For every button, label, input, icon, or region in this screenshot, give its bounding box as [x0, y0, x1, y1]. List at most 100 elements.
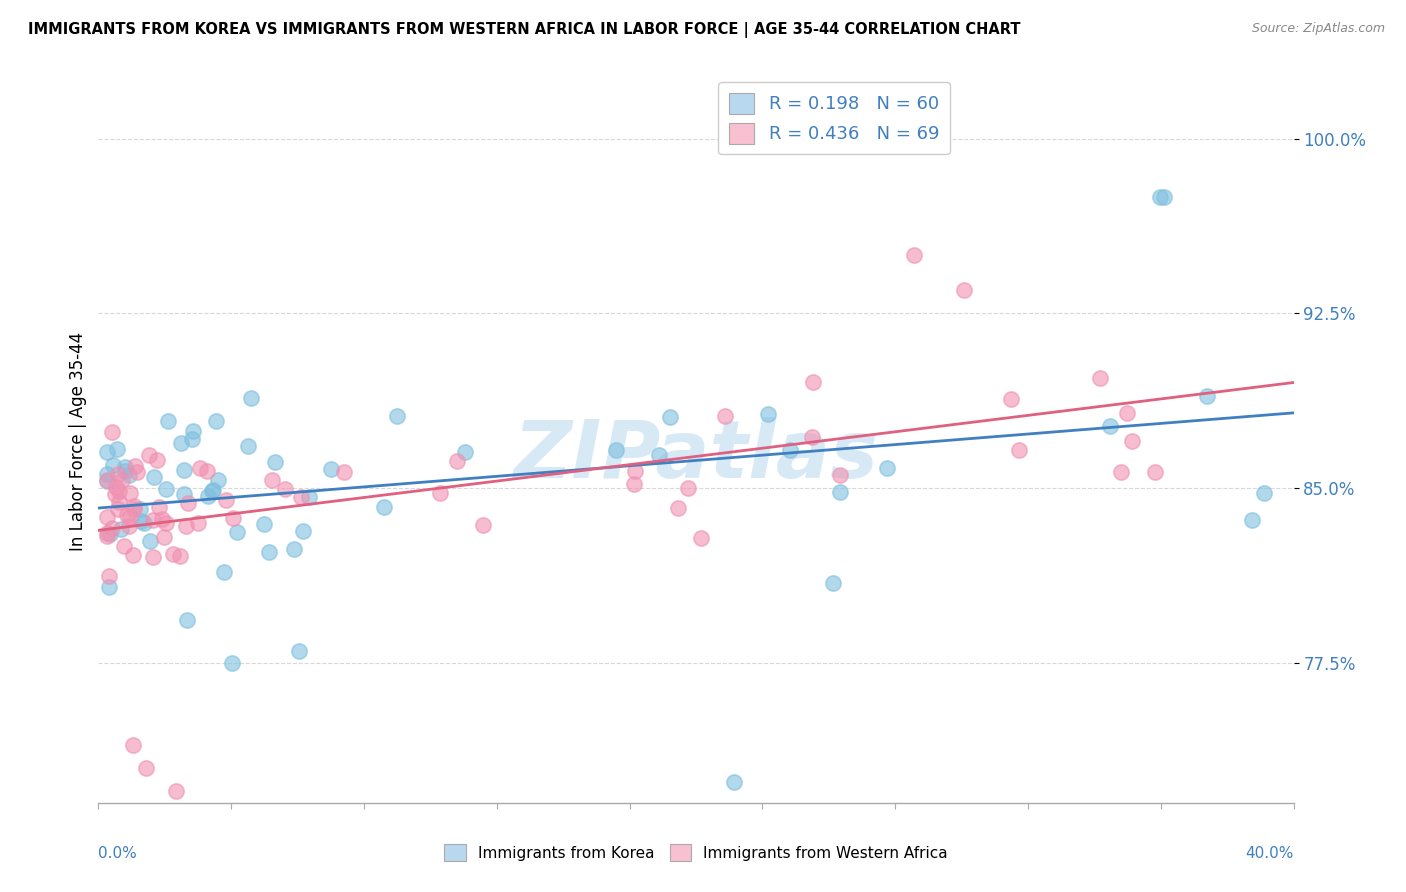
Point: [1253, 486, 1275, 500]
Point: [333, 465, 356, 479]
Point: [1121, 434, 1143, 448]
Point: [105, 480, 128, 494]
Point: [1143, 465, 1166, 479]
Point: [238, 439, 260, 453]
Point: [96, 529, 118, 543]
Point: [1000, 392, 1022, 406]
Point: [176, 614, 198, 628]
Point: [201, 484, 224, 499]
Point: [252, 516, 274, 531]
Point: [170, 435, 193, 450]
Point: [290, 490, 312, 504]
Point: [212, 566, 235, 580]
Point: [148, 500, 170, 515]
Point: [169, 549, 191, 564]
Point: [623, 464, 645, 478]
Point: [107, 502, 129, 516]
Point: [623, 477, 645, 491]
Point: [122, 500, 145, 514]
Point: [155, 516, 177, 530]
Point: [114, 464, 136, 478]
Point: [135, 761, 157, 775]
Point: [162, 547, 184, 561]
Point: [205, 413, 228, 427]
Point: [104, 487, 127, 501]
Point: [828, 468, 851, 483]
Point: [174, 518, 197, 533]
Point: [1099, 418, 1122, 433]
Text: 0.0%: 0.0%: [98, 847, 138, 861]
Point: [124, 458, 146, 473]
Text: 40.0%: 40.0%: [1246, 847, 1294, 861]
Point: [287, 644, 309, 658]
Text: ZIPatlas: ZIPatlas: [513, 417, 879, 495]
Point: [112, 540, 135, 554]
Legend: Immigrants from Korea, Immigrants from Western Africa: Immigrants from Korea, Immigrants from W…: [439, 838, 953, 867]
Point: [756, 407, 779, 421]
Point: [202, 483, 225, 498]
Point: [110, 523, 132, 537]
Point: [107, 467, 129, 482]
Point: [96, 474, 118, 488]
Point: [225, 524, 247, 539]
Point: [222, 511, 245, 525]
Point: [188, 461, 211, 475]
Point: [98, 527, 121, 541]
Point: [100, 521, 122, 535]
Point: [723, 774, 745, 789]
Text: IMMIGRANTS FROM KOREA VS IMMIGRANTS FROM WESTERN AFRICA IN LABOR FORCE | AGE 35-: IMMIGRANTS FROM KOREA VS IMMIGRANTS FROM…: [28, 22, 1021, 38]
Point: [903, 248, 925, 262]
Point: [429, 486, 451, 500]
Point: [779, 442, 801, 457]
Point: [121, 548, 143, 562]
Point: [291, 524, 314, 538]
Point: [105, 442, 128, 456]
Point: [96, 526, 118, 541]
Point: [173, 487, 195, 501]
Point: [150, 512, 173, 526]
Point: [273, 483, 295, 497]
Point: [648, 449, 671, 463]
Point: [139, 534, 162, 549]
Point: [181, 424, 204, 438]
Point: [120, 510, 142, 524]
Point: [118, 467, 141, 482]
Point: [155, 482, 177, 496]
Point: [658, 409, 681, 424]
Point: [1153, 190, 1175, 204]
Point: [177, 496, 200, 510]
Text: Source: ZipAtlas.com: Source: ZipAtlas.com: [1251, 22, 1385, 36]
Point: [207, 473, 229, 487]
Point: [1090, 371, 1112, 385]
Point: [828, 485, 851, 500]
Point: [96, 467, 118, 481]
Point: [134, 516, 156, 530]
Point: [114, 460, 136, 475]
Point: [953, 283, 976, 297]
Point: [100, 425, 122, 439]
Point: [298, 491, 321, 505]
Point: [257, 545, 280, 559]
Point: [283, 541, 305, 556]
Point: [454, 445, 477, 459]
Point: [142, 549, 165, 564]
Point: [96, 444, 118, 458]
Point: [195, 464, 218, 478]
Point: [666, 500, 689, 515]
Point: [800, 430, 823, 444]
Point: [111, 473, 134, 487]
Point: [1149, 190, 1171, 204]
Point: [690, 532, 713, 546]
Point: [605, 443, 627, 458]
Point: [108, 495, 131, 509]
Point: [385, 409, 408, 423]
Point: [96, 473, 118, 487]
Point: [263, 455, 285, 469]
Point: [127, 466, 149, 480]
Point: [373, 500, 395, 514]
Point: [96, 509, 118, 524]
Point: [262, 473, 284, 487]
Point: [120, 486, 142, 500]
Point: [101, 458, 124, 472]
Point: [118, 518, 141, 533]
